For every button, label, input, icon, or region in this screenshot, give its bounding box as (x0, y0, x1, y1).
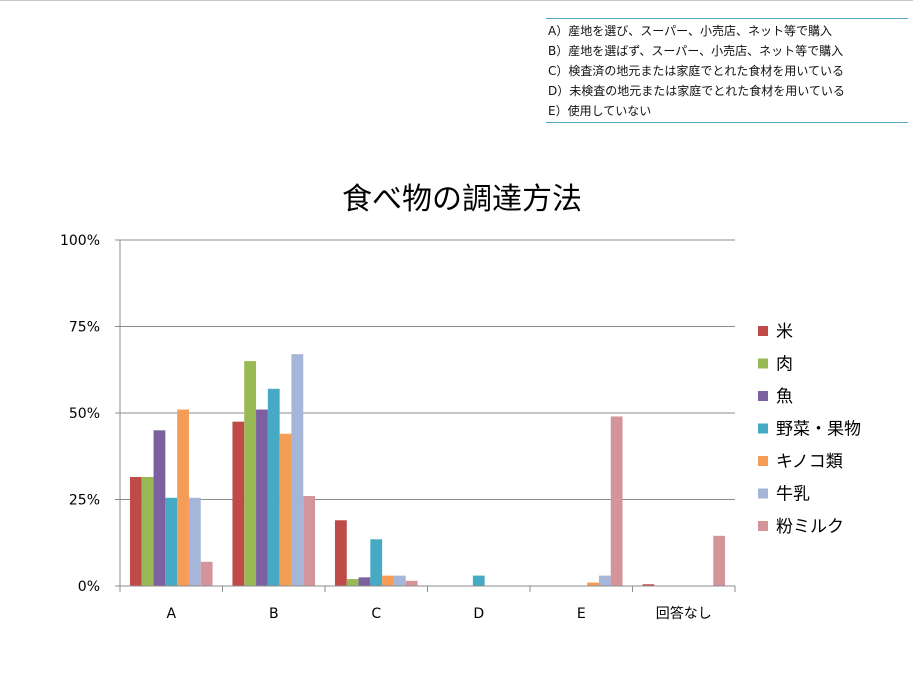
legend-label: 肉 (776, 355, 793, 375)
bar (713, 535, 726, 586)
y-tick-label: 50% (69, 406, 100, 422)
bar (267, 388, 280, 586)
bar (153, 430, 166, 586)
bar (200, 561, 213, 586)
key-bottom-rule (546, 122, 908, 123)
bar (472, 575, 485, 586)
legend-swatch (758, 358, 768, 369)
legend-swatch (758, 391, 768, 401)
category-key: A）産地を選び、スーパー、小売店、ネット等で購入 B）産地を選ばず、スーパー、小… (546, 18, 908, 124)
legend-swatch (758, 456, 768, 466)
legend-label: 米 (776, 322, 793, 342)
bar (291, 354, 304, 586)
key-top-rule (546, 18, 908, 19)
y-tick-label: 75% (69, 320, 100, 336)
legend-label: 魚 (776, 387, 793, 407)
bar (610, 416, 623, 586)
x-tick-label: C (371, 606, 381, 622)
x-tick-label: D (473, 606, 484, 622)
y-tick-label: 25% (69, 493, 100, 509)
bar (587, 582, 599, 586)
bar (598, 575, 611, 586)
bar (334, 520, 347, 586)
chart-title: 食べ物の調達方法 (342, 182, 582, 217)
legend-swatch (758, 488, 768, 499)
gridlines (120, 239, 735, 500)
legend-label: キノコ類 (776, 452, 843, 472)
bar (188, 497, 201, 586)
bar (405, 580, 418, 586)
legend-swatch (758, 521, 768, 531)
bar (642, 584, 655, 586)
bars (129, 354, 726, 586)
legend-label: 野菜・果物 (776, 420, 861, 440)
x-tick-label: A (166, 606, 176, 622)
bar (303, 496, 316, 586)
bar (279, 433, 292, 586)
bar (129, 477, 142, 586)
bar (232, 421, 245, 586)
y-tick-label: 0% (78, 579, 100, 595)
y-tick-label: 100% (60, 233, 100, 249)
x-tick-label: E (577, 606, 586, 622)
legend-label: 粉ミルク (776, 517, 844, 537)
bar (382, 575, 394, 586)
bar (165, 497, 178, 586)
bar (393, 575, 406, 586)
key-item-c: C）検査済の地元または家庭でとれた食材を用いている (548, 64, 845, 78)
bar (256, 409, 268, 586)
bar (358, 577, 371, 586)
legend-swatch (758, 423, 768, 434)
top-border (0, 0, 913, 1)
legend-swatch (758, 326, 768, 336)
key-item-b: B）産地を選ばず、スーパー、小売店、ネット等で購入 (548, 44, 844, 58)
bar (141, 477, 154, 586)
bar (244, 361, 257, 586)
bar (346, 579, 359, 586)
axes: 0% 25% 50% 75% 100% A B C D E 回答なし (60, 233, 736, 622)
legend-label: 牛乳 (776, 485, 810, 505)
x-tick-label: B (269, 606, 279, 622)
bar (177, 409, 189, 586)
x-tick-label: 回答なし (656, 605, 712, 622)
key-item-e: E）使用していない (548, 104, 652, 118)
bar (370, 539, 383, 586)
key-item-d: D）未検査の地元または家庭でとれた食材を用いている (548, 84, 845, 98)
key-item-a: A）産地を選び、スーパー、小売店、ネット等で購入 (548, 24, 832, 38)
